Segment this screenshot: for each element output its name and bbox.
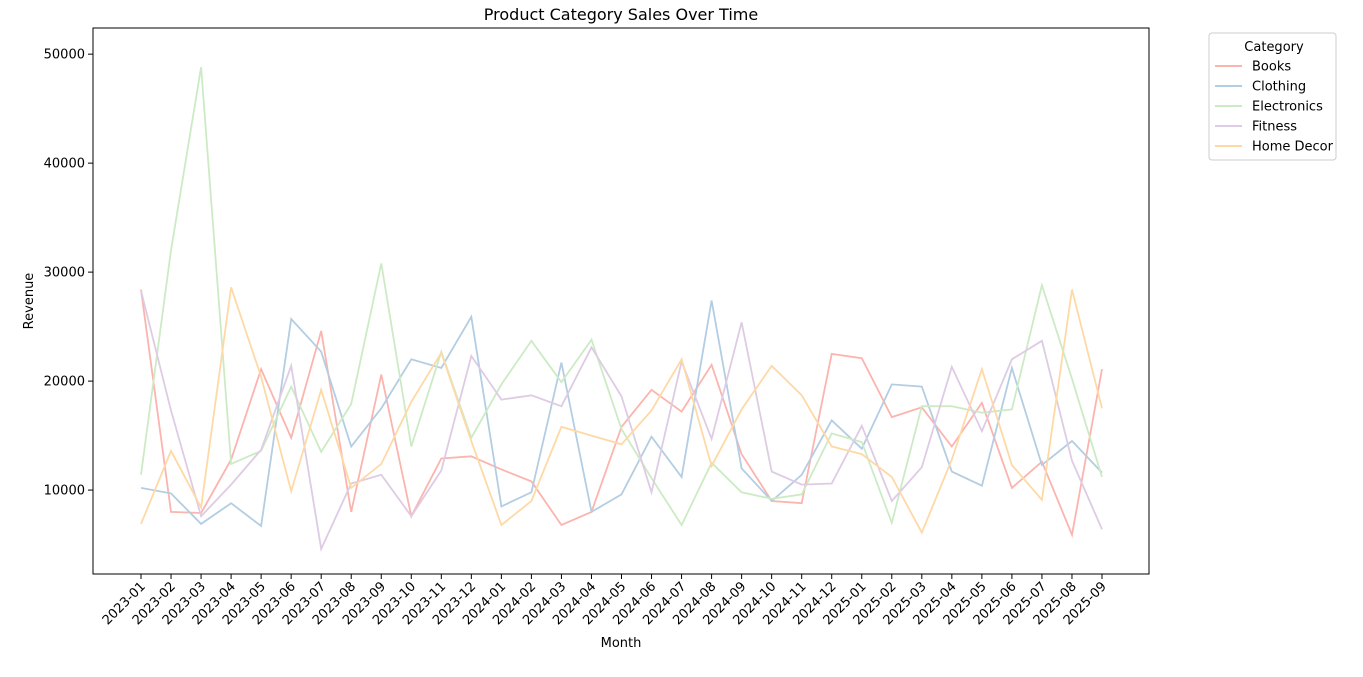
series-layer (140, 67, 1103, 552)
series-line-home-decor (140, 287, 1103, 535)
legend-items: Books Clothing Electronics Fitness Home Deco… (1215, 60, 1334, 155)
y-axis: 10000 20000 30000 40000 50000 (44, 48, 93, 499)
y-tick-label: 40000 (44, 157, 85, 172)
legend-label: Fitness (1252, 120, 1297, 135)
legend-label: Books (1252, 60, 1291, 75)
chart-title: Product Category Sales Over Time (484, 5, 758, 24)
series-line-clothing (140, 300, 1103, 528)
plot-area (92, 27, 1150, 575)
y-tick-label: 50000 (44, 48, 85, 63)
series-line-books (140, 289, 1103, 538)
series-line-fitness (140, 290, 1103, 552)
y-axis-label: Revenue (22, 273, 37, 330)
y-tick-label: 30000 (44, 266, 85, 281)
legend-label: Electronics (1252, 100, 1323, 115)
legend-label: Clothing (1252, 80, 1306, 95)
y-tick-label: 10000 (44, 484, 85, 499)
series-line-electronics (140, 67, 1103, 527)
y-tick-label: 20000 (44, 375, 85, 390)
legend-box (1208, 32, 1337, 161)
x-axis-label: Month (601, 636, 642, 651)
legend-title: Category (1244, 40, 1304, 55)
legend: Category Books Clothing Electronics Fitness… (1208, 32, 1337, 161)
legend-label: Home Decor (1252, 140, 1334, 155)
x-axis: 2023-012023-022023-032023-042023-052023-… (100, 574, 1110, 628)
